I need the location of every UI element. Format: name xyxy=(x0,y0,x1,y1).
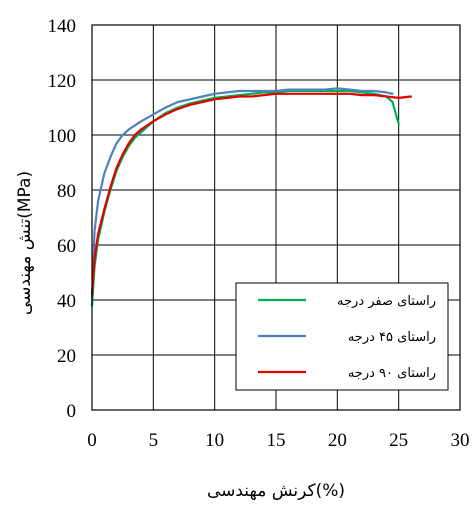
legend-label-2: راستای ۹۰ درجه xyxy=(348,366,436,381)
axes xyxy=(91,24,461,411)
y-tick-label: 40 xyxy=(57,291,76,312)
y-tick-label: 0 xyxy=(67,401,77,422)
y-tick-label: 60 xyxy=(57,236,76,257)
x-axis-title: کرنش مهندسی(%) xyxy=(207,481,345,501)
grid xyxy=(91,24,461,411)
plot-area-border xyxy=(91,24,461,411)
x-tick-label: 30 xyxy=(451,430,470,451)
x-tick-label: 15 xyxy=(267,430,286,451)
x-tick-label: 20 xyxy=(328,430,347,451)
series-line-0 xyxy=(90,89,400,307)
legend-label-1: راستای ۴۵ درجه xyxy=(348,330,436,345)
legend: راستای صفر درجه راستای ۴۵ درجه راستای ۹۰ د… xyxy=(235,282,449,391)
x-tick-label: 10 xyxy=(205,430,224,451)
y-tick-label: 140 xyxy=(48,16,77,37)
x-tick-label: 0 xyxy=(87,430,97,451)
legend-label-0: راستای صفر درجه xyxy=(337,294,436,309)
y-tick-label: 20 xyxy=(57,346,76,367)
y-axis-title: تنش مهندسی(MPa) xyxy=(15,171,35,315)
series-line-1 xyxy=(90,87,394,302)
tick-labels: 0 5 10 15 20 25 30 0 20 40 60 80 100 120 140 xyxy=(48,16,470,451)
x-tick-label: 25 xyxy=(389,430,408,451)
y-tick-label: 120 xyxy=(48,71,77,92)
y-tick-label: 100 xyxy=(48,126,77,147)
x-tick-label: 5 xyxy=(149,430,159,451)
series-line-2 xyxy=(90,92,412,296)
y-tick-label: 80 xyxy=(57,181,76,202)
series-lines xyxy=(90,87,412,307)
